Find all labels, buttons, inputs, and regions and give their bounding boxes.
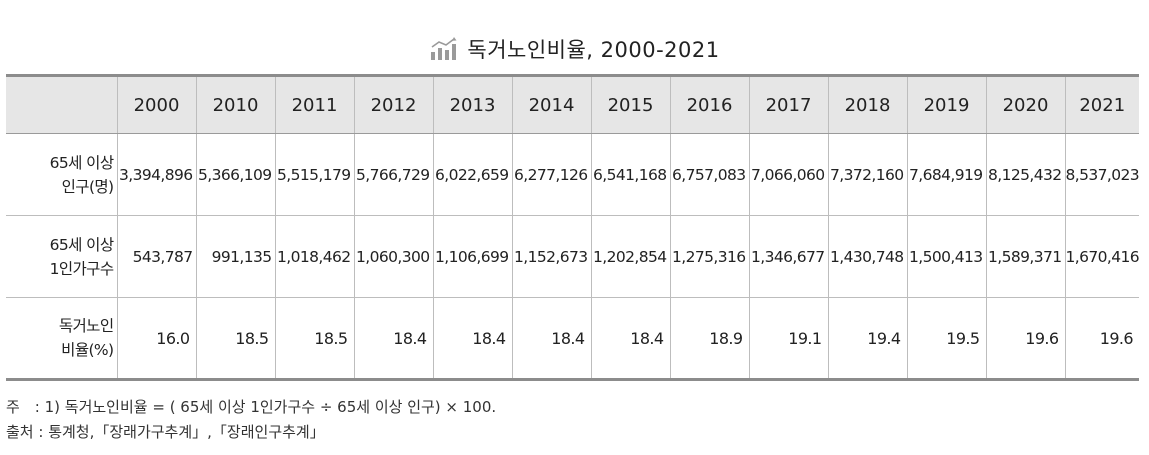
value-cell-2017: 1,346,677: [748, 215, 829, 298]
value-cell-2010: 18.5: [195, 297, 276, 381]
value-cell-2011: 5,515,179: [274, 133, 355, 216]
value-cell-2021: 8,537,023: [1064, 133, 1140, 216]
value-cell-2017: 7,066,060: [748, 133, 829, 216]
value-cell-2011: 1,018,462: [274, 215, 355, 298]
year-header-2020: 2020: [985, 74, 1066, 134]
value-cell-2021: 1,670,416: [1064, 215, 1140, 298]
value-cell-2020: 19.6: [985, 297, 1066, 381]
bar-chart-icon: [431, 37, 457, 60]
row-label-line2: 1인가구수: [49, 259, 115, 278]
value-cell-2013: 1,106,699: [432, 215, 513, 298]
value-cell-2000: 3,394,896: [116, 133, 197, 216]
value-cell-2019: 19.5: [906, 297, 987, 381]
year-header-2000: 2000: [116, 74, 197, 134]
footnote-formula: 주 : 1) 독거노인비율 = ( 65세 이상 1인가구수 ÷ 65세 이상 …: [6, 398, 497, 416]
year-header-2018: 2018: [827, 74, 908, 134]
year-header-2014: 2014: [511, 74, 592, 134]
value-cell-2013: 18.4: [432, 297, 513, 381]
row-label-line2: 인구(명): [61, 177, 114, 196]
value-cell-2018: 19.4: [827, 297, 908, 381]
value-cell-2000: 543,787: [116, 215, 197, 298]
value-cell-2011: 18.5: [274, 297, 355, 381]
value-cell-2016: 1,275,316: [669, 215, 750, 298]
chart-title-area: 독거노인비율, 2000-2021: [0, 34, 1149, 68]
year-header-2013: 2013: [432, 74, 513, 134]
value-cell-2019: 7,684,919: [906, 133, 987, 216]
value-cell-2018: 1,430,748: [827, 215, 908, 298]
value-cell-2014: 6,277,126: [511, 133, 592, 216]
year-header-2010: 2010: [195, 74, 276, 134]
value-cell-2014: 18.4: [511, 297, 592, 381]
row-label-line1: 65세 이상: [49, 235, 114, 254]
value-cell-2016: 6,757,083: [669, 133, 750, 216]
value-cell-2020: 8,125,432: [985, 133, 1066, 216]
value-cell-2015: 18.4: [590, 297, 671, 381]
year-header-2019: 2019: [906, 74, 987, 134]
value-cell-2017: 19.1: [748, 297, 829, 381]
value-cell-2012: 18.4: [353, 297, 434, 381]
value-cell-2015: 1,202,854: [590, 215, 671, 298]
value-cell-2010: 991,135: [195, 215, 276, 298]
data-table: 2000 2010 2011 2012 2013 2014 2015 2016 2017 2018…: [6, 74, 1140, 381]
year-header-2012: 2012: [353, 74, 434, 134]
value-cell-2021: 19.6: [1064, 297, 1139, 381]
row-label: 65세 이상 1인가구수: [6, 215, 118, 298]
year-header-2017: 2017: [748, 74, 829, 134]
footnote-source: 출처 : 통계청,「장래가구추계」,「장래인구추계」: [6, 423, 325, 441]
row-label-line1: 독거노인: [58, 317, 114, 335]
value-cell-2020: 1,589,371: [985, 215, 1066, 298]
value-cell-2010: 5,366,109: [195, 133, 276, 216]
value-cell-2013: 6,022,659: [432, 133, 513, 216]
row-label-line1: 65세 이상: [49, 153, 114, 172]
year-header-2016: 2016: [669, 74, 750, 134]
value-cell-2016: 18.9: [669, 297, 750, 381]
chart-title: 독거노인비율, 2000-2021: [467, 38, 720, 62]
row-label-line2: 비율(%): [61, 341, 114, 359]
value-cell-2000: 16.0: [116, 297, 197, 381]
ratio-row: 독거노인 비율(%) 16.0 18.5 18.5 18.4 18.4 18.4 18.4 18.…: [6, 297, 1139, 381]
header-corner-cell: [6, 74, 118, 134]
year-header-2015: 2015: [590, 74, 671, 134]
single-household-row: 65세 이상 1인가구수 543,787 991,135 1,018,462 1,060,…: [6, 215, 1140, 298]
value-cell-2019: 1,500,413: [906, 215, 987, 298]
year-header-2011: 2011: [274, 74, 355, 134]
year-header-2021: 2021: [1064, 74, 1139, 134]
value-cell-2012: 1,060,300: [353, 215, 434, 298]
header-row: 2000 2010 2011 2012 2013 2014 2015 2016 2017 2018…: [6, 74, 1139, 134]
value-cell-2015: 6,541,168: [590, 133, 671, 216]
value-cell-2012: 5,766,729: [353, 133, 434, 216]
value-cell-2018: 7,372,160: [827, 133, 908, 216]
value-cell-2014: 1,152,673: [511, 215, 592, 298]
